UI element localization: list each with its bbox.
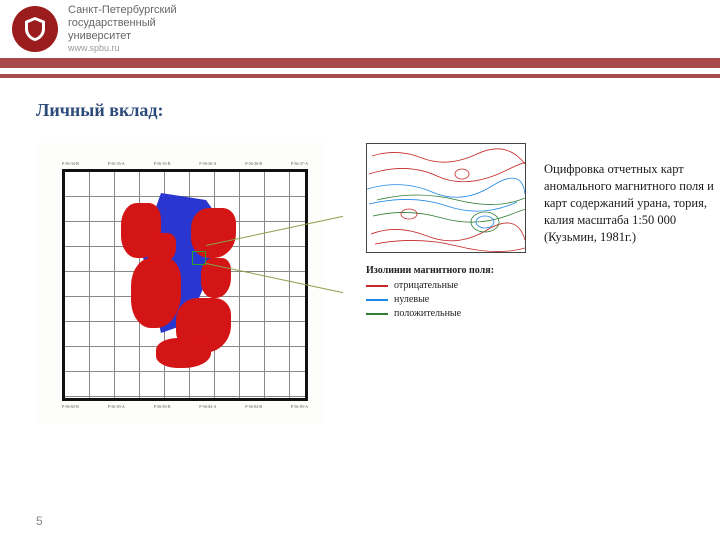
- figure-caption: Оцифровка отчетных карт аномального магн…: [544, 161, 720, 245]
- magnetic-anomaly-map: P-56-34-B P-56-35-A P-56-35-B P-56-36-A …: [36, 143, 326, 423]
- map-bottom-ticks: P-56-82-B P-56-83-A P-56-83-B P-56-84-A …: [62, 404, 308, 409]
- contour-zoom-inset: [366, 143, 526, 253]
- legend-item-positive: положительные: [366, 308, 494, 319]
- legend-item-negative: отрицательные: [366, 280, 494, 291]
- legend-swatch-zero: [366, 299, 388, 301]
- page-number: 5: [36, 514, 43, 528]
- legend-swatch-negative: [366, 285, 388, 287]
- map-top-ticks: P-56-34-B P-56-35-A P-56-35-B P-56-36-A …: [62, 161, 308, 166]
- header-divider: [0, 58, 720, 88]
- uni-line-2: государственный: [68, 17, 177, 30]
- uni-line-1: Санкт-Петербургский: [68, 4, 177, 17]
- slide-title: Личный вклад:: [36, 100, 684, 121]
- slide-header: Санкт-Петербургский государственный унив…: [0, 0, 720, 58]
- legend-swatch-positive: [366, 313, 388, 315]
- contour-legend: Изолинии магнитного поля: отрицательные …: [366, 265, 494, 322]
- zoom-highlight-box: [192, 251, 206, 265]
- legend-item-zero: нулевые: [366, 294, 494, 305]
- university-crest-icon: [12, 6, 58, 52]
- slide-content: Личный вклад: P-56-34-B P-56-35-A P-56-3…: [0, 100, 720, 540]
- uni-site: www.spbu.ru: [68, 43, 177, 54]
- figure-row: P-56-34-B P-56-35-A P-56-35-B P-56-36-A …: [36, 143, 684, 423]
- negative-anomaly-region: [121, 203, 251, 363]
- university-name: Санкт-Петербургский государственный унив…: [68, 4, 177, 54]
- uni-line-3: университет: [68, 30, 177, 43]
- legend-title: Изолинии магнитного поля:: [366, 265, 494, 276]
